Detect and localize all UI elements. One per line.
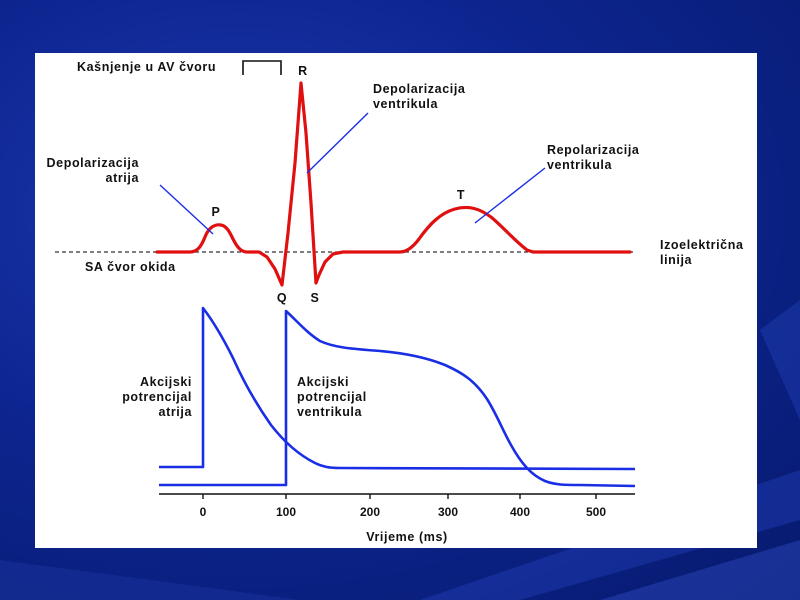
label-s-wave: S bbox=[311, 291, 320, 305]
label-repol-ventrikula-line1: Repolarizacija bbox=[547, 143, 640, 157]
label-sa-node: SA čvor okida bbox=[85, 260, 176, 274]
pointer-repol-ventrikula bbox=[474, 167, 546, 224]
x-axis-tick-marks bbox=[202, 494, 597, 499]
label-av-delay: Kašnjenje u AV čvoru bbox=[77, 60, 216, 74]
label-repol-ventrikula-line2: ventrikula bbox=[547, 158, 612, 172]
label-ap-ventrikula-line3: ventrikula bbox=[297, 405, 362, 419]
label-t-wave: T bbox=[457, 188, 465, 202]
av-delay-bracket bbox=[242, 60, 282, 75]
x-tick-label-500: 500 bbox=[586, 505, 606, 519]
label-isoelectric-line1: Izoelektrična bbox=[660, 238, 744, 252]
x-tick-label-100: 100 bbox=[276, 505, 296, 519]
label-depol-atrija-line2: atrija bbox=[106, 171, 140, 185]
label-depol-ventrikula-line2: ventrikula bbox=[373, 97, 438, 111]
ventricular-action-potential-trace bbox=[159, 309, 636, 488]
ecg-diagram-panel: 0 100 200 300 400 500 Vrijeme (ms) Kašnj… bbox=[35, 53, 757, 548]
label-depol-atrija-line1: Depolarizacija bbox=[47, 156, 140, 170]
label-ap-atrija-line1: Akcijski bbox=[140, 375, 192, 389]
label-ap-atrija-line3: atrija bbox=[159, 405, 193, 419]
label-depol-ventrikula-line1: Depolarizacija bbox=[373, 82, 466, 96]
ecg-diagram: 0 100 200 300 400 500 Vrijeme (ms) Kašnj… bbox=[47, 60, 744, 544]
pointer-depol-ventrikula bbox=[306, 112, 369, 174]
label-q-wave: Q bbox=[277, 291, 287, 305]
x-tick-label-300: 300 bbox=[438, 505, 458, 519]
ecg-trace bbox=[155, 81, 632, 287]
x-axis-title: Vrijeme (ms) bbox=[366, 530, 448, 544]
x-tick-label-0: 0 bbox=[200, 505, 207, 519]
x-tick-label-200: 200 bbox=[360, 505, 380, 519]
label-ap-ventrikula-line2: potrencijal bbox=[297, 390, 367, 404]
x-tick-label-400: 400 bbox=[510, 505, 530, 519]
pointer-depol-atrija bbox=[159, 184, 214, 235]
label-p-wave: P bbox=[212, 205, 221, 219]
label-r-wave: R bbox=[298, 64, 308, 78]
atrial-action-potential-trace bbox=[159, 306, 636, 471]
label-isoelectric-line2: linija bbox=[660, 253, 693, 267]
label-ap-atrija-line2: potrencijal bbox=[122, 390, 192, 404]
label-ap-ventrikula-line1: Akcijski bbox=[297, 375, 349, 389]
